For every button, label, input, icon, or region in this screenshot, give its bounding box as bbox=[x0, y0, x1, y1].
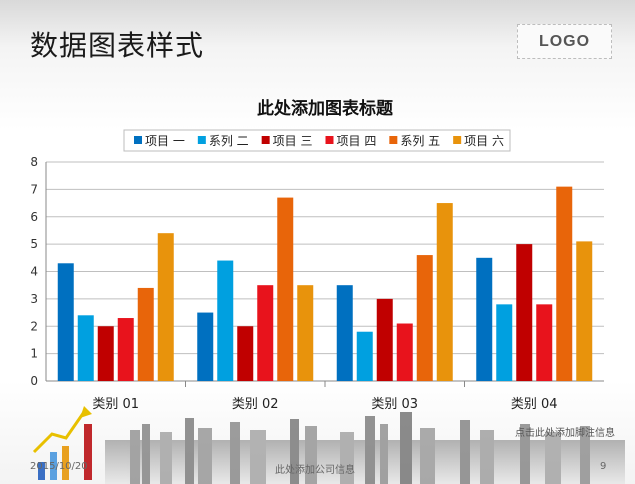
bar bbox=[496, 304, 513, 381]
legend-swatch bbox=[134, 136, 142, 144]
bar bbox=[197, 312, 214, 381]
y-tick-label: 4 bbox=[30, 265, 38, 279]
bar bbox=[237, 326, 254, 381]
bar bbox=[356, 331, 373, 381]
x-category-label: 类别 04 bbox=[511, 397, 558, 412]
bar bbox=[117, 318, 134, 381]
y-tick-label: 2 bbox=[30, 319, 38, 333]
bar bbox=[217, 260, 234, 381]
bar bbox=[277, 197, 294, 381]
bar bbox=[97, 326, 114, 381]
city-skyline-decoration bbox=[105, 412, 625, 484]
y-tick-label: 8 bbox=[30, 155, 38, 169]
legend-swatch bbox=[197, 136, 206, 144]
logo-placeholder[interactable]: LOGO bbox=[517, 24, 612, 59]
bar bbox=[476, 257, 493, 381]
legend-label: 项目 四 bbox=[337, 134, 377, 148]
x-category-label: 类别 02 bbox=[232, 397, 279, 412]
bar bbox=[257, 285, 274, 381]
bar bbox=[297, 285, 314, 381]
bar bbox=[137, 287, 154, 381]
page-number: 9 bbox=[600, 461, 607, 472]
legend-label: 系列 二 bbox=[209, 134, 249, 148]
footnote-text: 点击此处添加脚注信息 bbox=[515, 428, 615, 439]
y-tick-label: 3 bbox=[30, 292, 38, 306]
legend-label: 项目 三 bbox=[273, 134, 313, 148]
legend-label: 项目 一 bbox=[145, 134, 185, 148]
bar bbox=[57, 263, 74, 381]
x-category-label: 类别 01 bbox=[92, 397, 139, 412]
chart-title: 此处添加图表标题 bbox=[257, 98, 394, 119]
footer-company-info: 此处添加公司信息 bbox=[275, 465, 355, 476]
bar bbox=[336, 285, 353, 381]
bar bbox=[416, 255, 433, 381]
growth-chart-icon bbox=[32, 406, 92, 480]
y-tick-label: 1 bbox=[30, 347, 38, 361]
bar bbox=[396, 323, 413, 381]
bar bbox=[376, 298, 393, 381]
bar bbox=[576, 241, 593, 381]
legend-swatch bbox=[325, 136, 334, 144]
legend-box bbox=[123, 129, 511, 152]
footer-date: 2015/10/20 bbox=[30, 461, 88, 472]
slide-title: 数据图表样式 bbox=[30, 29, 205, 62]
bar bbox=[77, 315, 94, 381]
bar bbox=[157, 233, 174, 381]
x-category-label: 类别 03 bbox=[371, 397, 418, 412]
legend-swatch bbox=[389, 136, 398, 144]
bar bbox=[536, 304, 553, 381]
legend-swatch bbox=[453, 136, 462, 144]
legend-swatch bbox=[261, 136, 270, 144]
y-tick-label: 7 bbox=[30, 182, 38, 196]
bar bbox=[436, 203, 453, 381]
legend-label: 项目 六 bbox=[464, 134, 504, 148]
bar bbox=[556, 186, 573, 381]
y-tick-label: 0 bbox=[30, 374, 38, 388]
legend-label: 系列 五 bbox=[400, 134, 440, 148]
y-tick-label: 6 bbox=[30, 210, 38, 224]
bar bbox=[516, 244, 533, 381]
y-tick-label: 5 bbox=[30, 237, 38, 251]
